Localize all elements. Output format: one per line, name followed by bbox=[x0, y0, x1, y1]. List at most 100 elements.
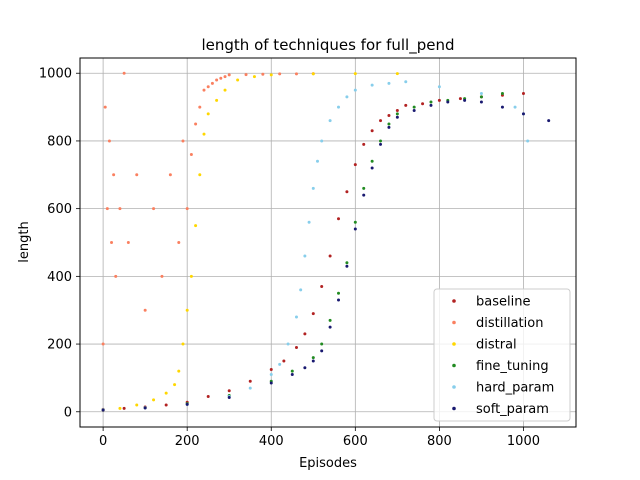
data-point bbox=[421, 102, 425, 106]
data-point bbox=[315, 159, 319, 163]
legend-marker bbox=[452, 342, 456, 346]
data-point bbox=[278, 362, 282, 366]
data-point bbox=[215, 98, 219, 102]
data-point bbox=[387, 114, 391, 118]
data-point bbox=[278, 72, 282, 76]
y-tick-label: 1000 bbox=[39, 67, 72, 82]
data-point bbox=[547, 119, 551, 123]
data-point bbox=[353, 163, 357, 167]
data-point bbox=[311, 312, 315, 316]
legend-box bbox=[433, 288, 571, 422]
data-point bbox=[185, 308, 189, 312]
legend-marker bbox=[452, 320, 456, 325]
data-point bbox=[168, 173, 172, 177]
data-point bbox=[101, 342, 105, 346]
data-point bbox=[303, 332, 307, 336]
x-tick-label: 0 bbox=[99, 434, 107, 449]
legend-marker bbox=[452, 385, 456, 389]
data-point bbox=[110, 241, 114, 244]
data-point bbox=[458, 97, 462, 101]
data-point bbox=[353, 72, 357, 76]
data-point bbox=[181, 139, 185, 143]
legend-label: baseline bbox=[476, 295, 530, 310]
data-point bbox=[307, 220, 311, 224]
data-point bbox=[185, 207, 189, 211]
data-point bbox=[446, 100, 450, 104]
data-point bbox=[328, 325, 332, 329]
data-point bbox=[299, 288, 303, 292]
data-point bbox=[395, 72, 399, 76]
data-point bbox=[227, 389, 231, 393]
data-point bbox=[269, 381, 273, 385]
data-point bbox=[248, 379, 252, 383]
data-point bbox=[112, 173, 116, 177]
data-point bbox=[412, 108, 416, 112]
data-point bbox=[107, 139, 111, 143]
data-point bbox=[294, 345, 298, 349]
data-point bbox=[353, 88, 357, 92]
data-point bbox=[206, 85, 210, 89]
data-point bbox=[500, 105, 504, 109]
data-point bbox=[261, 72, 265, 76]
data-point bbox=[185, 402, 189, 406]
data-point bbox=[215, 78, 219, 82]
data-point bbox=[387, 125, 391, 129]
legend-label: fine_tuning bbox=[476, 359, 549, 374]
data-point bbox=[521, 112, 525, 116]
data-point bbox=[429, 103, 433, 107]
data-point bbox=[269, 373, 273, 377]
data-point bbox=[362, 142, 366, 146]
data-point bbox=[223, 75, 227, 79]
data-point bbox=[337, 291, 341, 295]
data-point bbox=[227, 73, 231, 77]
data-point bbox=[164, 391, 168, 395]
data-point bbox=[437, 85, 441, 89]
legend-label: hard_param bbox=[476, 381, 554, 396]
data-point bbox=[379, 139, 383, 143]
x-tick-label: 800 bbox=[427, 434, 452, 449]
data-point bbox=[290, 373, 294, 377]
data-point bbox=[135, 173, 139, 177]
data-point bbox=[143, 308, 147, 312]
data-point bbox=[219, 76, 223, 80]
legend-label: soft_param bbox=[476, 402, 549, 417]
plot-frame bbox=[79, 57, 577, 428]
legend-label: distillation bbox=[476, 316, 543, 331]
data-point bbox=[101, 408, 105, 412]
data-point bbox=[198, 105, 202, 109]
data-point bbox=[118, 207, 122, 211]
data-point bbox=[328, 119, 332, 123]
data-point bbox=[412, 105, 416, 109]
data-point bbox=[198, 173, 202, 177]
data-point bbox=[387, 81, 391, 85]
data-point bbox=[429, 100, 433, 104]
data-point bbox=[303, 366, 307, 370]
data-point bbox=[320, 285, 324, 289]
data-point bbox=[526, 139, 530, 143]
data-point bbox=[479, 95, 483, 99]
x-axis-label: Episodes bbox=[299, 456, 357, 471]
data-point bbox=[143, 406, 147, 410]
ticks: 0 200 400 600 800 1000 0 200 400 600 800 1000 bbox=[39, 67, 540, 449]
data-point bbox=[181, 342, 185, 346]
data-point bbox=[328, 254, 332, 258]
data-point bbox=[337, 298, 341, 302]
data-point bbox=[311, 72, 315, 76]
chart-title: length of techniques for full_pend bbox=[202, 36, 455, 55]
data-point bbox=[177, 369, 181, 373]
data-point bbox=[404, 103, 408, 107]
data-point bbox=[404, 80, 408, 84]
data-point bbox=[248, 386, 252, 390]
data-point bbox=[345, 190, 349, 194]
data-point bbox=[521, 92, 525, 96]
data-point bbox=[286, 342, 290, 346]
x-tick-label: 600 bbox=[343, 434, 368, 449]
data-point bbox=[379, 119, 383, 123]
legend-label: distral bbox=[476, 338, 517, 353]
data-point bbox=[122, 71, 126, 75]
data-point bbox=[463, 98, 467, 102]
y-tick-label: 600 bbox=[47, 202, 72, 217]
data-point bbox=[189, 152, 193, 156]
data-point bbox=[114, 274, 118, 278]
data-point bbox=[252, 75, 256, 79]
